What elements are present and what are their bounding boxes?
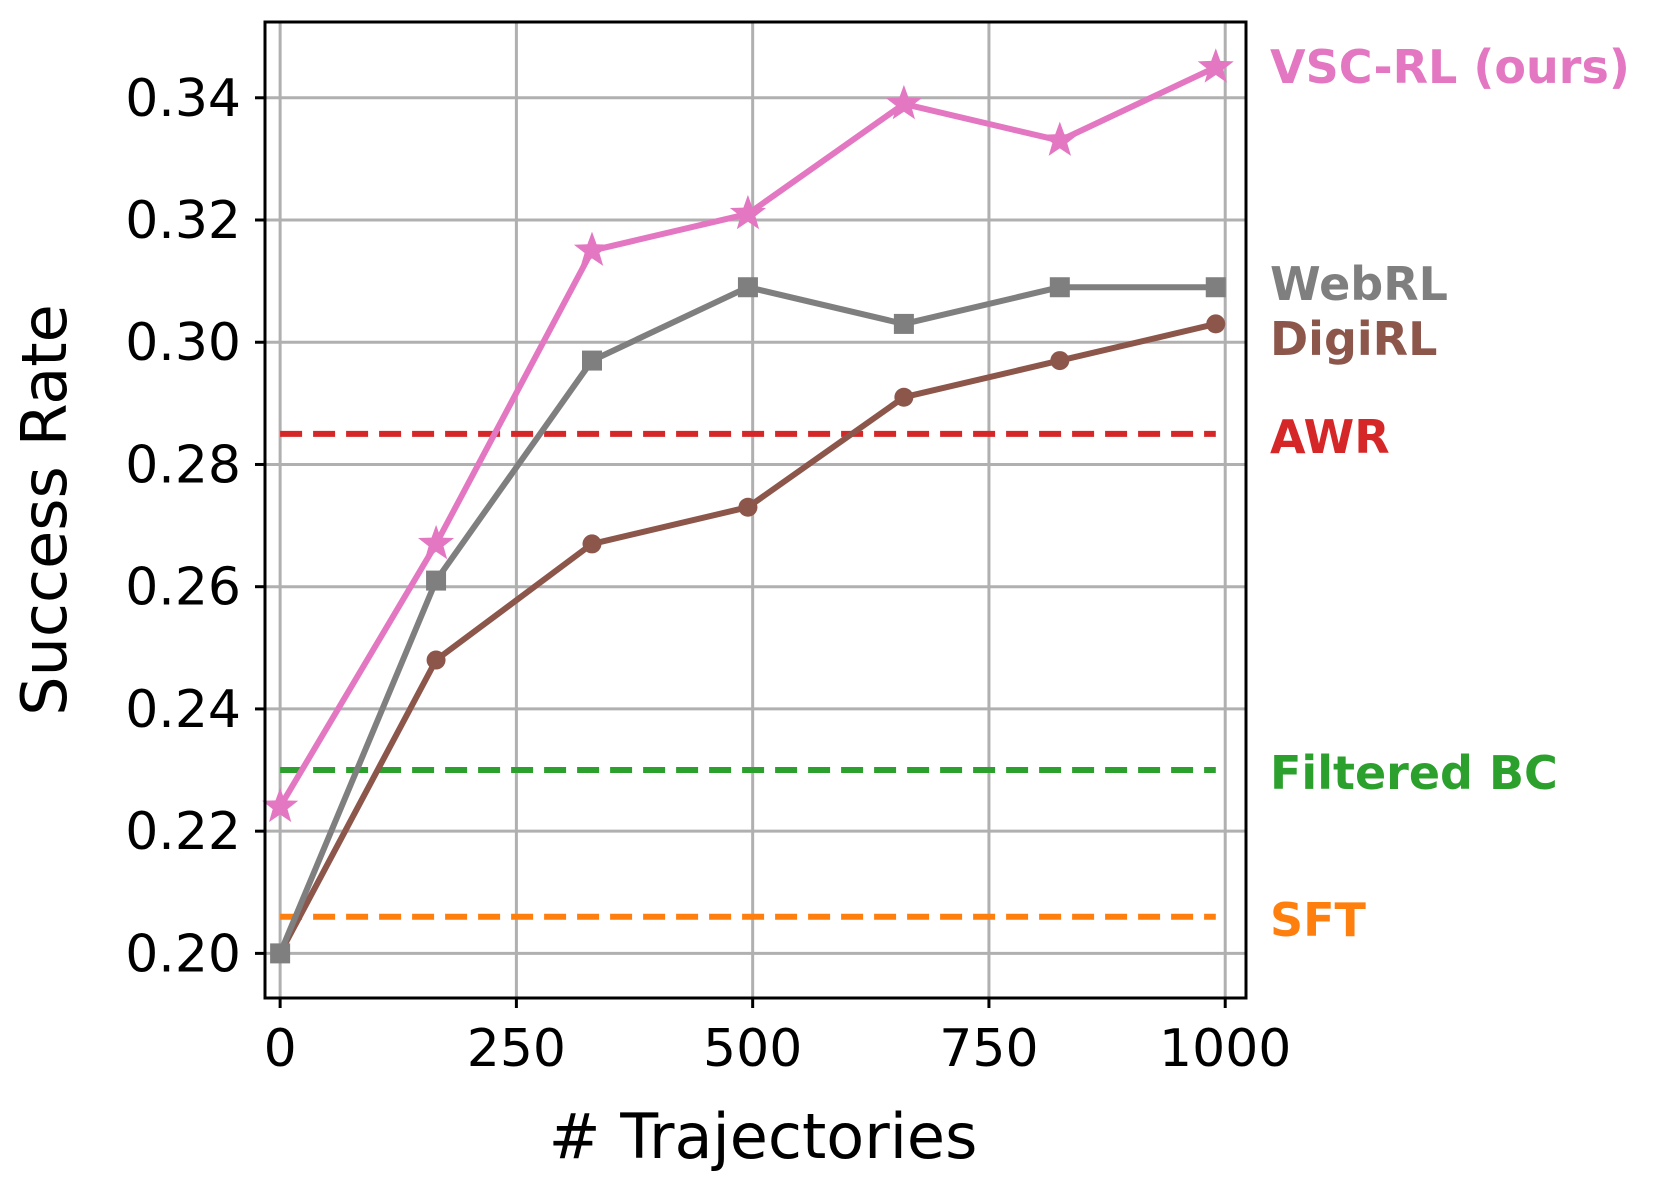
y-tick-label: 0.20 bbox=[125, 924, 241, 984]
y-tick-label: 0.24 bbox=[125, 680, 241, 740]
data-point-webrl bbox=[1205, 277, 1226, 298]
y-axis-label: Success Rate bbox=[8, 304, 81, 715]
x-tick-label: 750 bbox=[939, 1019, 1038, 1079]
data-point-webrl bbox=[582, 350, 602, 371]
series-label-webrl: WebRL bbox=[1270, 257, 1448, 311]
data-point-vsc-rl-ours bbox=[729, 194, 766, 230]
x-tick-label: 500 bbox=[703, 1019, 802, 1079]
series-webrl bbox=[270, 277, 1226, 964]
y-tick-label: 0.26 bbox=[125, 558, 241, 618]
data-point-digirl bbox=[894, 387, 914, 407]
x-tick-label: 1000 bbox=[1159, 1019, 1291, 1079]
series-vsc-rl-ours bbox=[262, 48, 1234, 823]
series-label-digirl: DigiRL bbox=[1270, 312, 1437, 366]
series-label-vsc-rl-ours: VSC-RL (ours) bbox=[1270, 40, 1630, 94]
data-point-digirl bbox=[738, 497, 758, 517]
data-point-vsc-rl-ours bbox=[1041, 121, 1078, 156]
series-lines bbox=[262, 48, 1234, 964]
data-point-vsc-rl-ours bbox=[1197, 48, 1234, 83]
data-point-webrl bbox=[737, 277, 758, 298]
y-tick-label: 0.30 bbox=[125, 313, 241, 373]
data-point-vsc-rl-ours bbox=[573, 231, 611, 266]
x-tick-label: 250 bbox=[467, 1019, 566, 1079]
y-tick-label: 0.32 bbox=[125, 191, 241, 251]
y-tick-label: 0.34 bbox=[125, 69, 241, 129]
series-label-filtered-bc: Filtered BC bbox=[1270, 746, 1558, 800]
plot-area-frame bbox=[263, 20, 1248, 1000]
data-point-webrl bbox=[426, 570, 447, 591]
data-point-digirl bbox=[1050, 351, 1070, 371]
data-point-vsc-rl-ours bbox=[262, 787, 299, 823]
series-label-awr: AWR bbox=[1270, 410, 1390, 464]
data-point-vsc-rl-ours bbox=[885, 84, 922, 120]
data-point-digirl bbox=[582, 534, 602, 554]
y-tick-label: 0.22 bbox=[125, 802, 241, 862]
data-point-webrl bbox=[893, 313, 914, 334]
data-point-digirl bbox=[1206, 314, 1226, 334]
data-point-webrl bbox=[270, 943, 291, 964]
data-point-webrl bbox=[1049, 277, 1070, 298]
y-tick-label: 0.28 bbox=[125, 435, 241, 495]
data-point-digirl bbox=[426, 650, 446, 670]
data-point-vsc-rl-ours bbox=[418, 524, 455, 560]
axis-ticks: 0 250 500 750 1000 0.20 0.22 0.24 0.26 0.28 0.30 0.… bbox=[125, 69, 1291, 1079]
series-label-sft: SFT bbox=[1270, 893, 1367, 947]
x-tick-label: 0 bbox=[264, 1019, 297, 1079]
x-axis-label: # Trajectories bbox=[549, 1100, 978, 1173]
grid bbox=[265, 22, 1246, 998]
